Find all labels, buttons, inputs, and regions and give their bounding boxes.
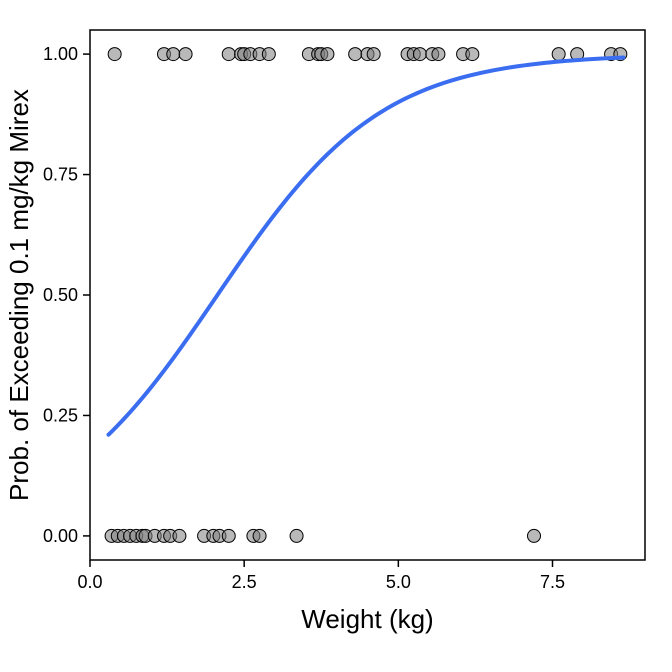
logistic-regression-chart: 0.0 2.5 5.0 7.5 0.00 0.25 0.50 0.75 1.00 Weight (…	[0, 0, 672, 672]
data-point	[108, 48, 121, 61]
y-tick-label: 0.75	[43, 165, 78, 185]
data-point	[321, 48, 334, 61]
y-tick-label: 0.00	[43, 526, 78, 546]
data-point	[528, 529, 541, 542]
y-tick-label: 0.25	[43, 405, 78, 425]
data-point	[290, 529, 303, 542]
x-tick-label: 2.5	[232, 572, 257, 592]
data-point	[552, 48, 565, 61]
data-point	[349, 48, 362, 61]
data-point	[262, 48, 275, 61]
data-point	[173, 529, 186, 542]
data-point	[167, 48, 180, 61]
data-point	[413, 48, 426, 61]
data-point	[179, 48, 192, 61]
y-tick-label: 1.00	[43, 44, 78, 64]
data-point	[367, 48, 380, 61]
x-tick-label: 7.5	[540, 572, 565, 592]
x-axis-title: Weight (kg)	[301, 604, 433, 634]
y-axis-title: Prob. of Exceeding 0.1 mg/kg Mirex	[4, 89, 34, 501]
data-point	[466, 48, 479, 61]
y-tick-label: 0.50	[43, 285, 78, 305]
data-point	[432, 48, 445, 61]
x-tick-label: 5.0	[386, 572, 411, 592]
data-point	[222, 48, 235, 61]
x-tick-label: 0.0	[77, 572, 102, 592]
data-point	[222, 529, 235, 542]
data-point	[253, 529, 266, 542]
